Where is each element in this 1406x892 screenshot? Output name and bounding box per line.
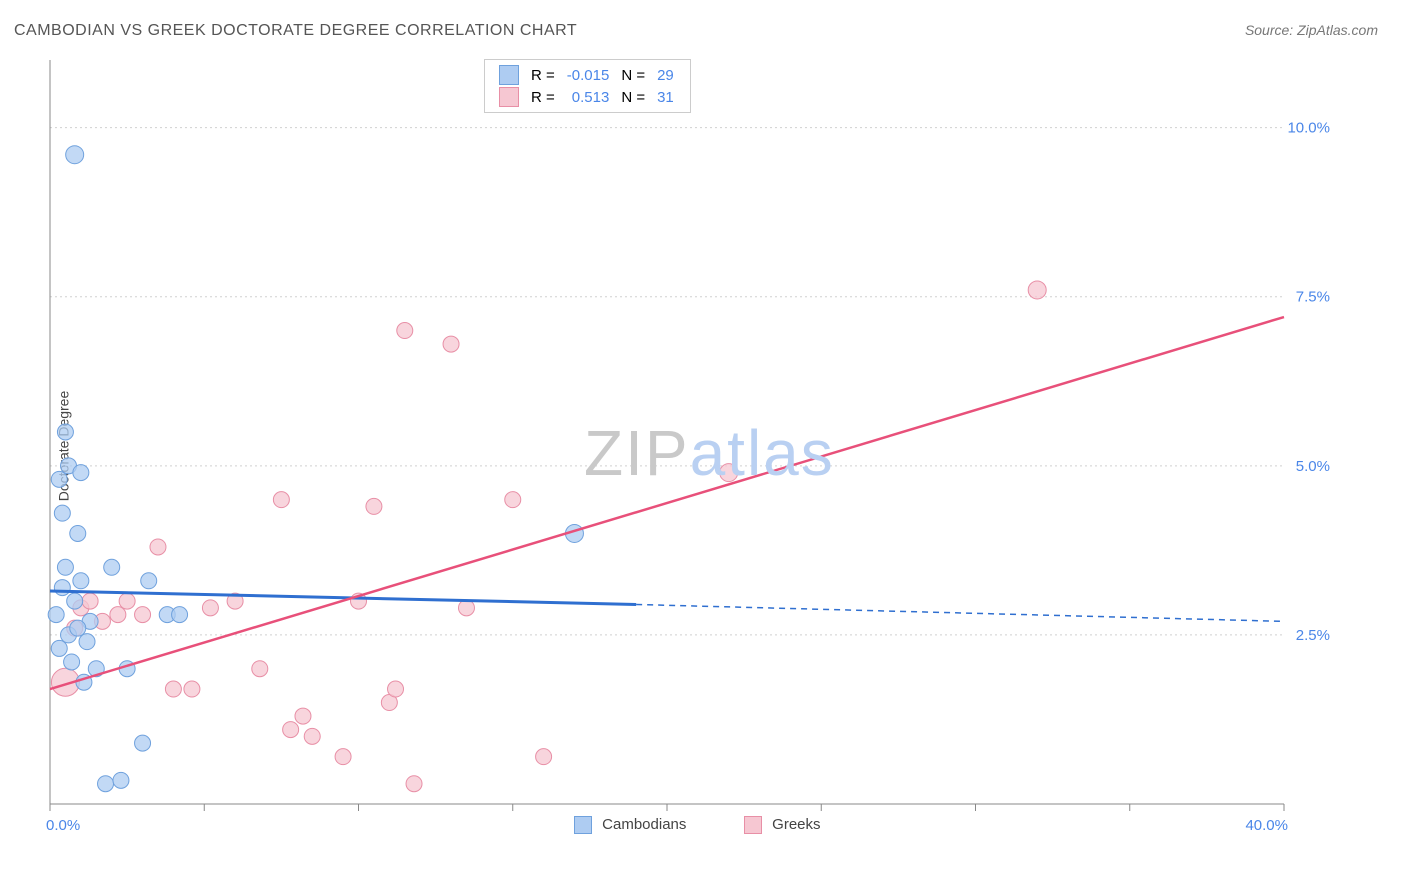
legend-n-value: 29 bbox=[651, 64, 680, 86]
svg-text:5.0%: 5.0% bbox=[1296, 458, 1330, 475]
legend-n-label: N = bbox=[615, 86, 651, 108]
svg-text:40.0%: 40.0% bbox=[1245, 817, 1288, 834]
legend-stats: R = -0.015 N = 29 R = 0.513 N = 31 bbox=[484, 59, 691, 113]
chart-canvas: 2.5% 5.0% 7.5% 10.0% 0.0% 40.0% bbox=[44, 56, 1334, 836]
legend-series-2: Greeks bbox=[744, 816, 821, 834]
legend-r-label: R = bbox=[525, 64, 561, 86]
legend-row: R = -0.015 N = 29 bbox=[493, 64, 680, 86]
svg-text:0.0%: 0.0% bbox=[46, 817, 80, 834]
legend-r-value: -0.015 bbox=[561, 64, 616, 86]
chart-title: CAMBODIAN VS GREEK DOCTORATE DEGREE CORR… bbox=[14, 22, 577, 40]
legend-n-label: N = bbox=[615, 64, 651, 86]
svg-text:2.5%: 2.5% bbox=[1296, 627, 1330, 644]
svg-text:7.5%: 7.5% bbox=[1296, 289, 1330, 306]
svg-text:10.0%: 10.0% bbox=[1287, 120, 1330, 137]
legend-row: R = 0.513 N = 31 bbox=[493, 86, 680, 108]
legend-r-label: R = bbox=[525, 86, 561, 108]
legend-swatch-icon bbox=[574, 816, 592, 834]
legend-series-1: Cambodians bbox=[574, 816, 686, 834]
legend-series-label: Greeks bbox=[772, 816, 820, 833]
legend-n-value: 31 bbox=[651, 86, 680, 108]
legend-series-label: Cambodians bbox=[602, 816, 686, 833]
legend-swatch-icon bbox=[499, 65, 519, 85]
scatter-plot: 2.5% 5.0% 7.5% 10.0% 0.0% 40.0% R = -0.015 N … bbox=[44, 56, 1334, 836]
legend-swatch-icon bbox=[499, 87, 519, 107]
legend-swatch-icon bbox=[744, 816, 762, 834]
source-label: Source: ZipAtlas.com bbox=[1245, 22, 1378, 38]
legend-r-value: 0.513 bbox=[561, 86, 616, 108]
